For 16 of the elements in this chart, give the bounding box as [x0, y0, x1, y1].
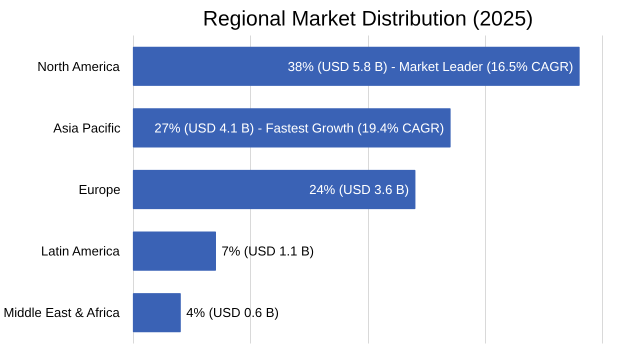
- y-tick-label: Europe: [78, 182, 120, 197]
- bar: [132, 46, 580, 86]
- y-tick-label: Middle East & Africa: [3, 305, 121, 320]
- bar: [132, 108, 451, 148]
- data-label: 27% (USD 4.1 B) - Fastest Growth (19.4% CAGR): [154, 120, 444, 136]
- bar: [132, 293, 181, 332]
- data-label: 38% (USD 5.8 B) - Market Leader (16.5% CAGR): [288, 58, 574, 74]
- y-tick-label: North America: [37, 58, 121, 74]
- y-tick-label: Asia Pacific: [53, 120, 121, 136]
- data-label: 24% (USD 3.6 B): [309, 182, 409, 197]
- data-label: 4% (USD 0.6 B): [186, 305, 279, 320]
- data-label: 7% (USD 1.1 B): [221, 244, 314, 259]
- chart-title: Regional Market Distribution (2025): [202, 8, 534, 30]
- y-tick-label: Latin America: [41, 244, 121, 259]
- bar: [132, 232, 216, 271]
- bar: [132, 170, 416, 210]
